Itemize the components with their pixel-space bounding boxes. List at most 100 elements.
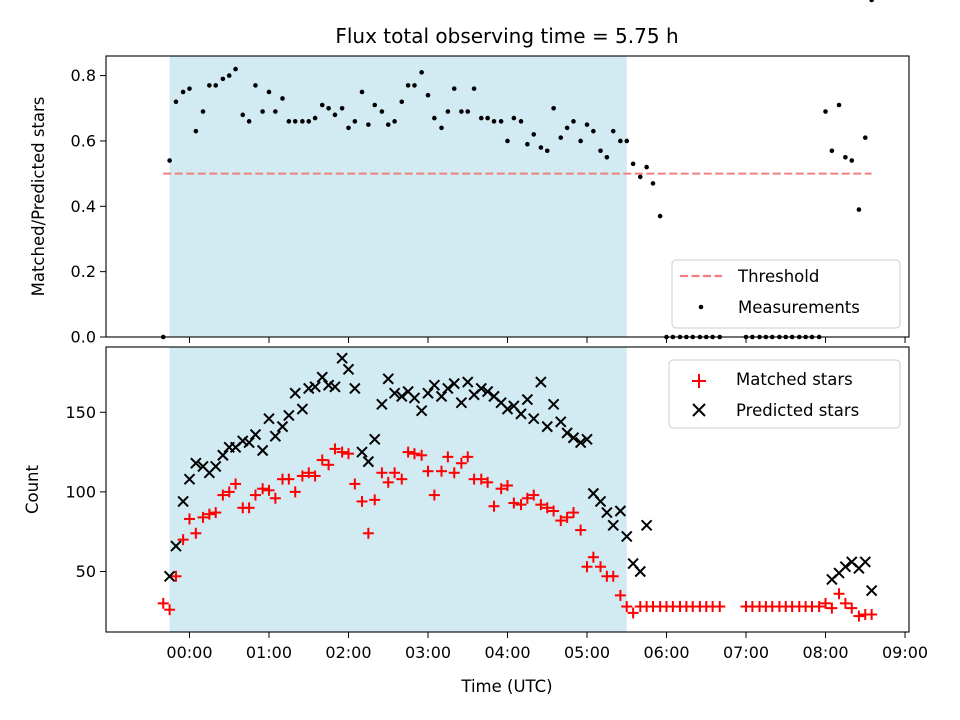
matched-star-point <box>515 499 527 511</box>
matched-star-point <box>217 489 229 501</box>
predicted-star-point <box>607 519 619 532</box>
measurement-point <box>650 181 656 186</box>
matched-star-point <box>170 570 182 582</box>
matched-star-point <box>269 492 281 504</box>
predicted-star-point <box>336 352 348 364</box>
predicted-star-point <box>634 565 646 578</box>
matched-star-point <box>475 473 487 485</box>
matched-star-point <box>575 524 587 536</box>
measurement-point <box>849 158 855 163</box>
measurement-point <box>372 102 378 108</box>
chart-title: Flux total observing time = 5.75 h <box>335 24 678 48</box>
xtick-label: 05:00 <box>564 643 610 662</box>
predicted-star-point <box>448 377 460 390</box>
measurement-point <box>843 154 848 160</box>
measurement-point <box>392 119 397 124</box>
measurement-point <box>300 119 305 124</box>
matched-star-point <box>820 597 832 609</box>
measurements-legend-swatch <box>698 304 704 310</box>
predicted-star-point <box>561 427 573 439</box>
predicted-star-point <box>574 436 587 449</box>
xtick-label: 02:00 <box>325 643 371 662</box>
measurement-point <box>226 73 232 78</box>
top-ytick-label: 0.4 <box>71 197 96 216</box>
predicted-star-point <box>475 382 487 395</box>
measurement-point <box>260 109 265 114</box>
measurement-point <box>240 112 246 118</box>
measurement-point <box>511 115 517 121</box>
measurement-point <box>292 119 298 124</box>
xtick-label: 07:00 <box>723 643 769 662</box>
matched-star-point <box>555 515 567 527</box>
measurement-point <box>379 109 385 114</box>
matched-star-point <box>813 601 825 613</box>
measurement-point <box>644 164 649 170</box>
measurement-point <box>657 213 663 219</box>
matched-star-point <box>614 589 626 601</box>
predicted-star-point <box>190 457 202 469</box>
matched-star-point <box>362 527 374 539</box>
measurement-point <box>352 119 358 124</box>
top-ytick-label: 0.6 <box>71 131 96 150</box>
predicted-star-point <box>296 403 309 415</box>
matched-star-point <box>243 502 255 514</box>
matched-star-point <box>833 588 845 600</box>
measurement-point <box>167 158 172 163</box>
matched-star-point <box>853 610 865 622</box>
predicted-star-point <box>396 390 408 403</box>
predicted-star-point <box>567 432 580 444</box>
predicted-star-point <box>170 540 182 552</box>
bottom-legend: Matched stars Predicted stars <box>668 359 901 429</box>
top-panel-frame <box>105 55 910 338</box>
measurement-point <box>869 0 874 3</box>
measurement-point <box>412 83 417 88</box>
predicted-star-point <box>865 584 878 597</box>
measurement-point <box>366 122 371 127</box>
matched-legend-swatch <box>692 374 706 388</box>
matched-star-point <box>303 467 315 479</box>
matched-star-point <box>349 478 361 490</box>
matched-star-point <box>230 478 242 490</box>
top-legend-box <box>671 259 901 329</box>
matched-star-point <box>846 602 858 614</box>
measurement-point <box>618 138 623 144</box>
predicted-star-point <box>859 556 871 568</box>
matched-star-point <box>581 561 593 573</box>
predicted-star-point <box>289 387 301 399</box>
matched-star-point <box>164 604 176 616</box>
measurement-point <box>187 86 192 91</box>
predicted-star-point <box>601 506 613 519</box>
predicted-star-point <box>547 398 560 411</box>
xtick-label: 08:00 <box>802 643 848 662</box>
matched-star-point <box>448 467 460 479</box>
matched-legend-label: Matched stars <box>736 370 853 389</box>
matched-star-point <box>283 473 295 485</box>
predicted-stars-series <box>163 352 878 597</box>
measurement-point <box>266 89 272 95</box>
measurements-series <box>160 0 874 340</box>
matched-star-point <box>495 483 507 495</box>
measurement-point <box>624 138 630 144</box>
matched-star-point <box>839 597 851 609</box>
matched-star-point <box>157 597 169 609</box>
measurement-point <box>604 154 610 160</box>
xtick-label: 06:00 <box>643 643 689 662</box>
measurement-point <box>637 174 643 180</box>
bottom-panel-frame <box>105 346 910 633</box>
measurement-point <box>451 86 457 91</box>
matched-star-point <box>607 570 619 582</box>
matched-star-point <box>183 513 195 525</box>
xtick-label: 04:00 <box>484 643 530 662</box>
measurement-point <box>385 122 391 127</box>
measurement-point <box>312 115 318 121</box>
matched-star-point <box>436 465 448 477</box>
predicted-star-point <box>163 570 176 582</box>
matched-stars-series <box>157 443 878 622</box>
measurement-point <box>439 125 444 131</box>
bottom-ytick-label: 150 <box>65 403 96 422</box>
matched-star-point <box>249 489 261 501</box>
bottom-ytick-label: 50 <box>76 562 96 581</box>
predicted-star-point <box>428 379 441 391</box>
